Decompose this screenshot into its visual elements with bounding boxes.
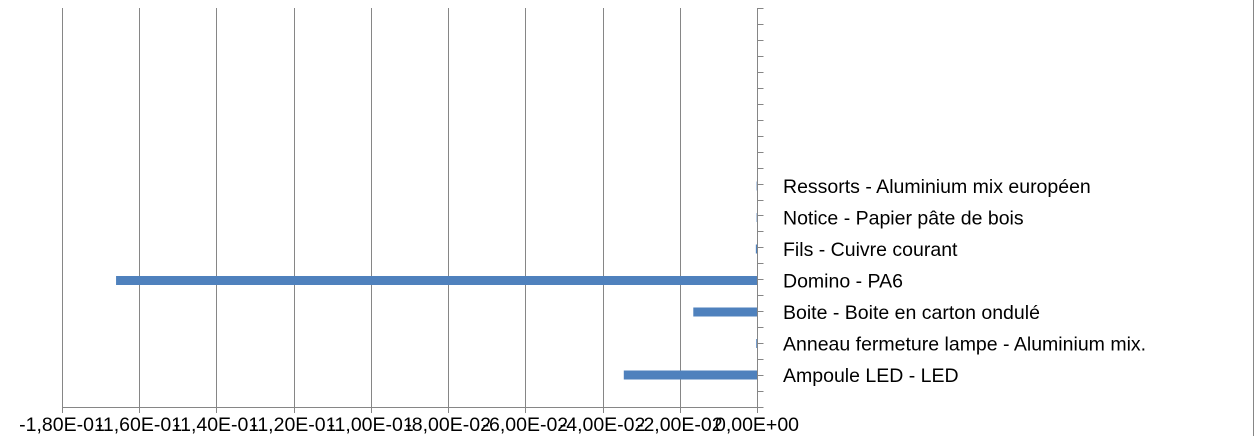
bar xyxy=(756,245,757,254)
category-label: Fils - Cuivre courant xyxy=(783,239,958,261)
bar xyxy=(116,276,757,285)
x-tick-label: -1,00E-01 xyxy=(328,414,414,436)
category-label: Domino - PA6 xyxy=(783,271,903,293)
x-tick-label: -1,20E-01 xyxy=(251,414,337,436)
bar xyxy=(624,371,757,380)
bar xyxy=(693,308,757,317)
x-tick-label: -8,00E-02 xyxy=(405,414,491,436)
x-tick-label: 0,00E+00 xyxy=(715,414,799,436)
x-tick-label: -1,40E-01 xyxy=(174,414,260,436)
axes xyxy=(62,8,764,413)
category-label: Ressorts - Aluminium mix européen xyxy=(783,176,1091,198)
category-label: Notice - Papier pâte de bois xyxy=(783,208,1024,230)
x-tick-label: -4,00E-02 xyxy=(560,414,646,436)
labels: Ampoule LED - LED Anneau fermeture lampe … xyxy=(19,176,1146,436)
bar xyxy=(756,339,757,348)
x-tick-label: -1,80E-01 xyxy=(19,414,105,436)
bars xyxy=(116,182,757,380)
x-tick-label: -6,00E-02 xyxy=(483,414,569,436)
gridlines xyxy=(63,8,681,407)
category-label: Anneau fermeture lampe - Aluminium mix. xyxy=(783,334,1146,356)
category-label: Ampoule LED - LED xyxy=(783,365,959,387)
category-label: Boite - Boite en carton ondulé xyxy=(783,302,1040,324)
x-tick-label: -2,00E-02 xyxy=(637,414,723,436)
x-tick-label: -1,60E-01 xyxy=(96,414,182,436)
